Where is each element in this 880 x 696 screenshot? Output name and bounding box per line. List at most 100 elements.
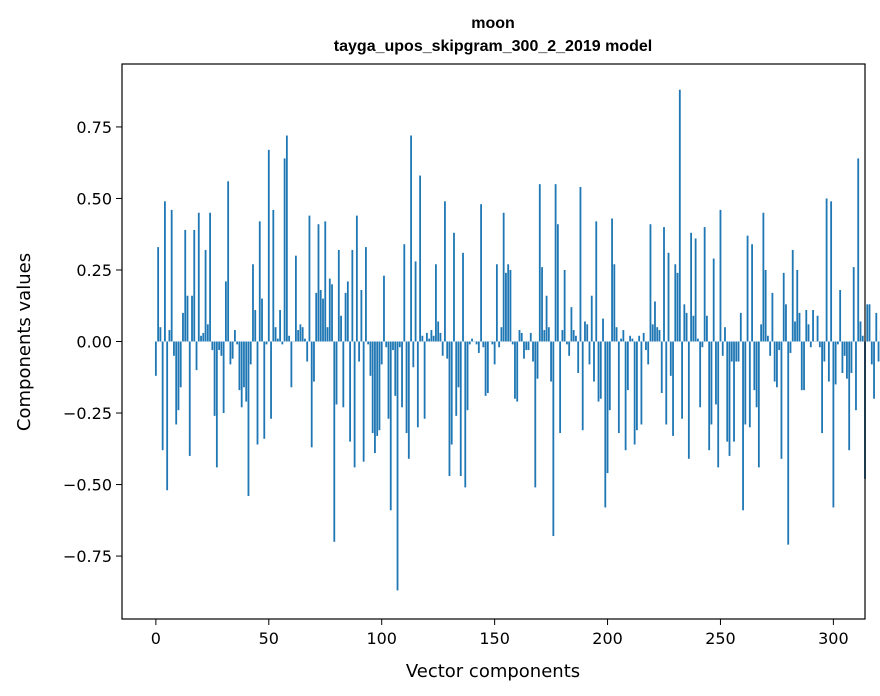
bar-294 [818,341,821,348]
bar-258 [737,341,740,362]
bar-308 [850,341,853,373]
bar-77 [328,278,331,342]
bar-226 [665,341,668,425]
bar-248 [715,341,717,405]
bar-43 [252,264,254,342]
bar-225 [663,227,665,342]
bar-170 [538,184,541,342]
bar-95 [369,341,372,376]
bars-group [154,89,880,591]
bar-278 [782,272,785,342]
bar-203 [613,264,616,342]
bar-105 [392,341,394,351]
y-tick-label: −0.75 [63,547,112,566]
bar-111 [405,341,408,434]
bar-91 [360,290,363,342]
x-axis-label: Vector components [406,661,580,682]
bar-194 [593,341,595,382]
bar-155 [505,272,507,342]
bar-149 [491,341,494,345]
bar-28 [218,341,221,351]
bar-156 [507,264,510,342]
bar-88 [353,341,356,468]
bar-180 [561,330,564,342]
bar-202 [611,218,613,342]
bar-282 [791,249,794,342]
x-axis-ticks: 0 50 100 150 200 250 300 [151,619,849,648]
bar-45 [256,341,259,445]
bar-150 [493,341,496,365]
bar-68 [308,215,311,342]
bar-255 [730,341,733,362]
bar-133 [455,341,458,416]
bar-304 [841,341,844,373]
bar-41 [247,341,250,496]
bar-118 [421,335,424,342]
bar-273 [771,292,774,342]
bar-179 [559,341,562,434]
bar-252 [724,327,726,342]
bar-219 [649,224,652,342]
bar-89 [355,215,358,342]
bar-46 [258,221,261,342]
bar-264 [751,244,753,342]
bar-44 [254,310,257,342]
bar-243 [703,227,706,342]
bar-107 [396,341,399,591]
bar-49 [265,341,268,345]
bar-310 [855,341,857,411]
bar-56 [281,341,284,345]
bar-242 [701,341,704,348]
bar-66 [304,338,306,342]
bar-26 [213,341,216,416]
y-axis-ticks: −0.75 −0.50 −0.25 0.00 0.25 0.50 0.75 [63,118,122,566]
bar-124 [435,264,437,342]
bar-238 [692,315,695,342]
bar-204 [615,327,618,342]
bar-283 [794,321,796,342]
bar-65 [301,327,304,342]
bar-183 [568,341,571,356]
bar-214 [638,335,641,342]
bar-130 [448,341,451,476]
bar-157 [509,269,512,342]
bar-209 [626,341,629,391]
bar-232 [678,89,681,342]
bar-25 [211,341,214,351]
bar-184 [570,307,573,342]
bar-72 [317,224,320,342]
bar-81 [337,249,340,342]
bar-254 [728,341,731,456]
bar-137 [464,341,467,488]
bar-280 [787,341,790,545]
bar-86 [349,341,351,442]
bar-135 [459,341,462,476]
bar-284 [796,269,799,342]
bar-306 [846,341,848,379]
bar-181 [563,269,566,342]
bar-161 [518,330,521,342]
bar-57 [283,158,286,342]
bar-281 [789,341,792,353]
bar-249 [717,341,720,468]
bar-260 [742,341,744,511]
bar-235 [685,312,688,342]
bar-182 [565,341,568,345]
bar-8 [173,341,175,356]
x-tick-label: 200 [592,629,623,648]
bar-309 [852,267,855,342]
bar-237 [690,232,693,342]
bar-18 [195,341,198,371]
bar-297 [825,198,828,342]
y-tick-label: 0.25 [76,261,112,280]
bar-55 [279,310,281,342]
bar-233 [681,341,683,419]
bar-239 [694,238,697,342]
bar-101 [383,275,385,342]
bar-79 [333,341,336,542]
bar-165 [527,341,530,351]
y-tick-label: −0.25 [63,404,112,423]
bar-59 [288,335,291,342]
bar-82 [340,315,342,342]
